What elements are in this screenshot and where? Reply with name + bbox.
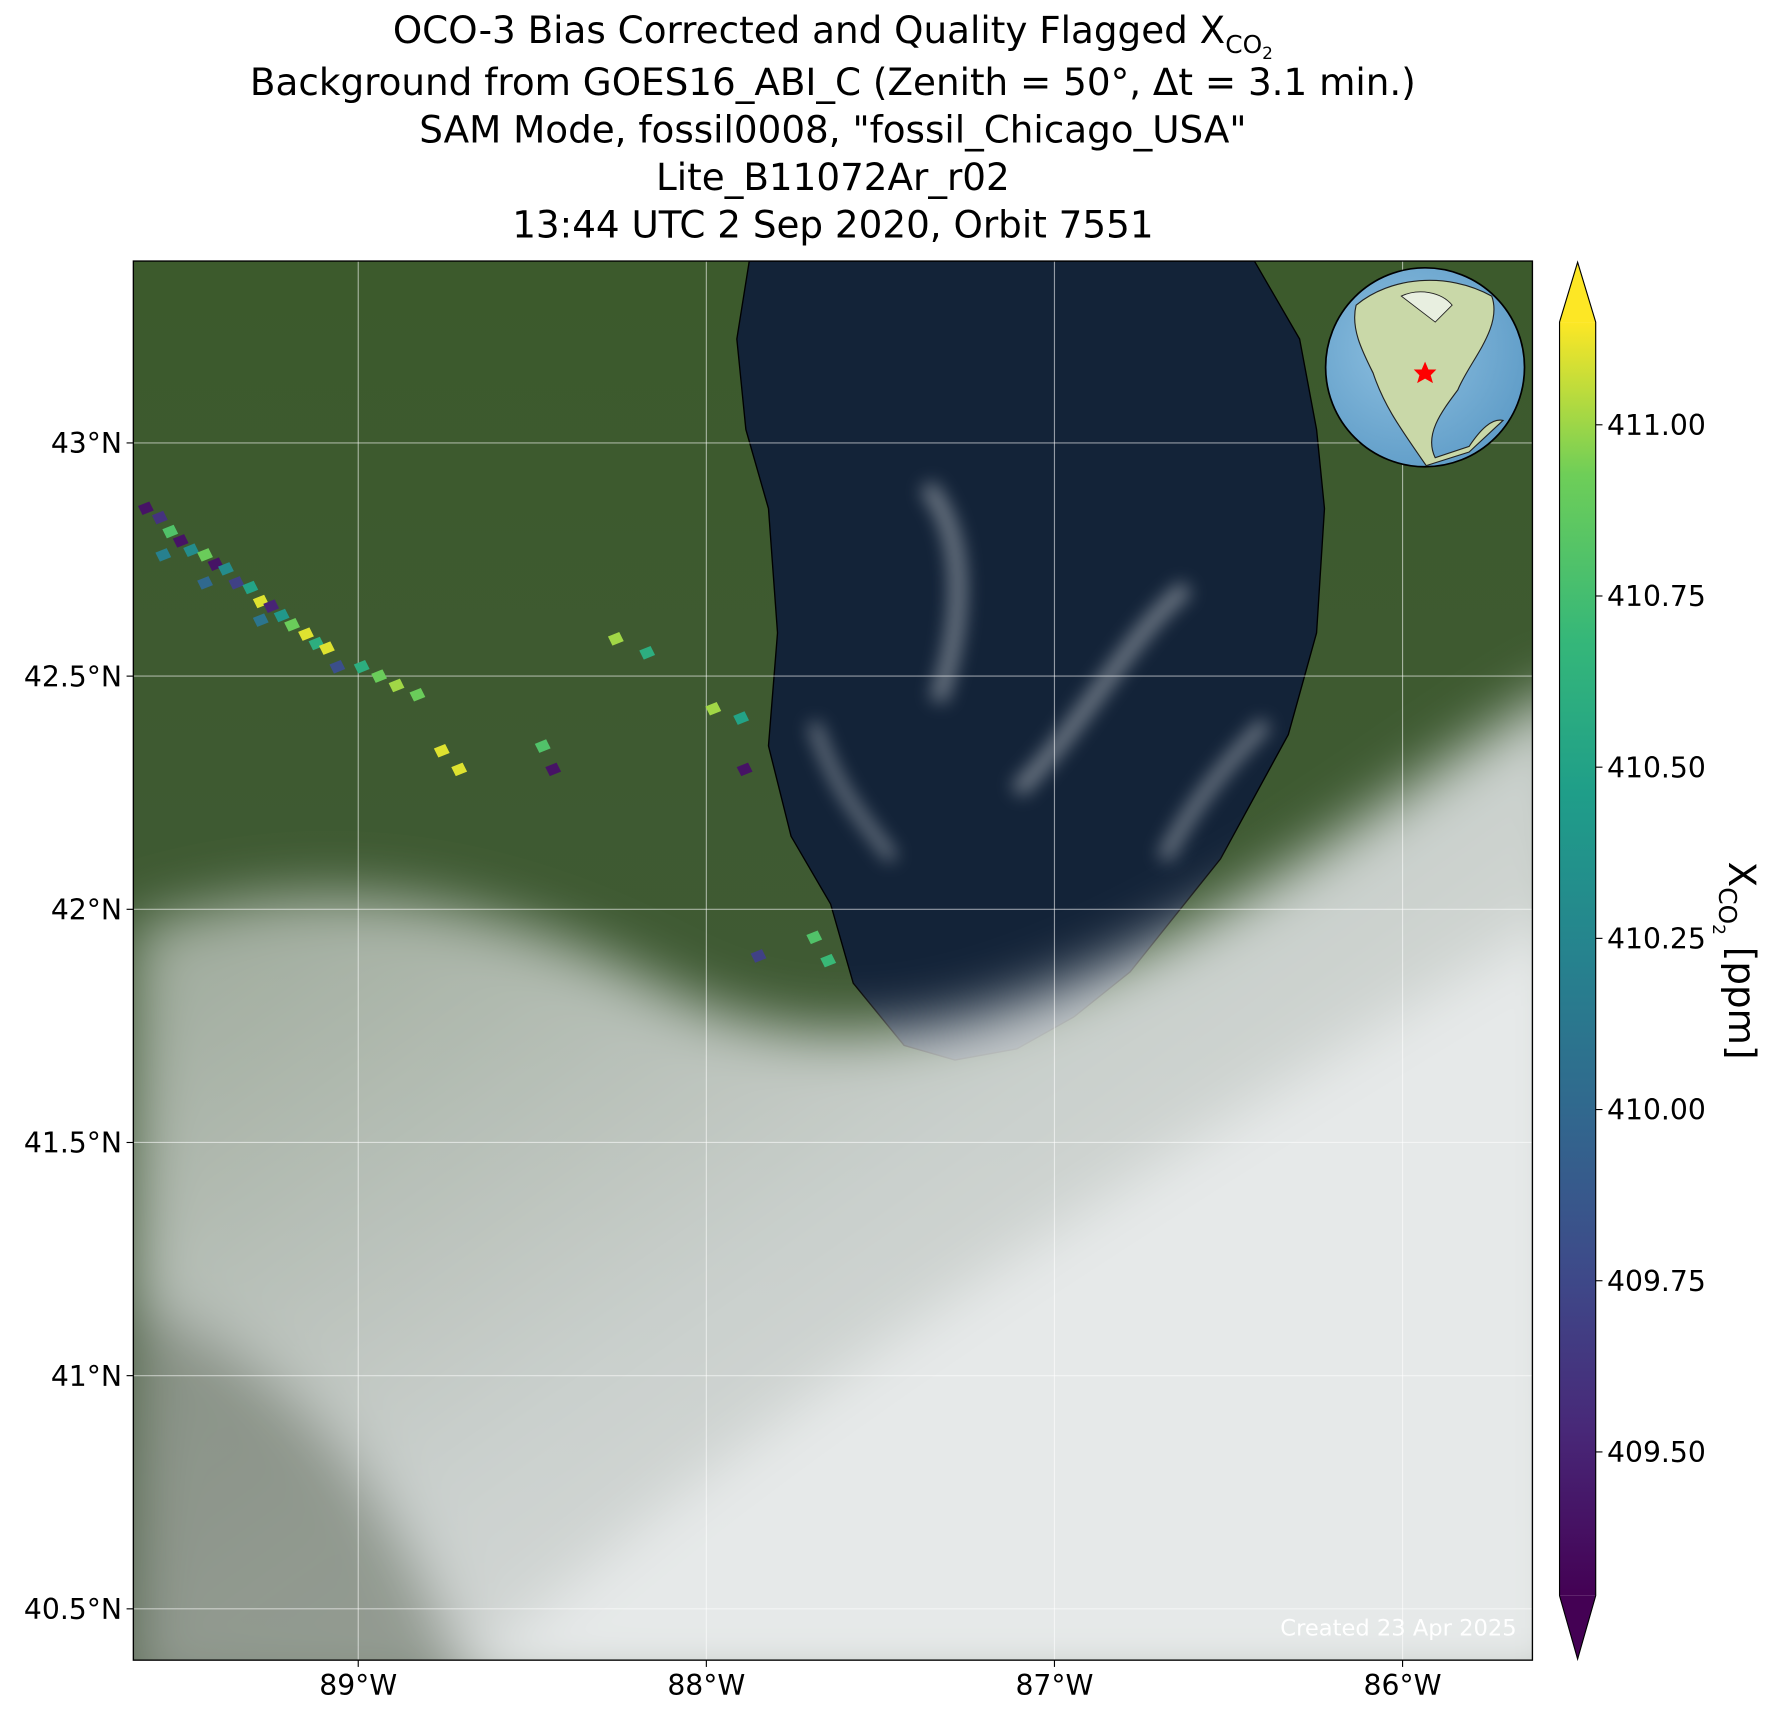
- colorbar-label: XCO2 [ppm]: [1709, 862, 1764, 1060]
- sounding: [155, 548, 172, 562]
- subtitle: Background from GOES16_ABI_C (Zenith = 5…: [250, 60, 1416, 104]
- y-tick-label: 41°N: [51, 1360, 122, 1393]
- subtitle: SAM Mode, fossil0008, "fossil_Chicago_US…: [419, 107, 1246, 151]
- colorbar-tick-label: 410.00: [1607, 1094, 1706, 1127]
- sounding: [252, 613, 269, 627]
- sounding: [298, 627, 314, 641]
- sounding: [388, 678, 405, 693]
- sounding: [172, 534, 189, 548]
- sounding: [433, 743, 450, 758]
- cbar-label-sub: CO: [1713, 887, 1742, 924]
- sounding: [639, 646, 656, 660]
- sounding: [329, 660, 346, 674]
- sounding: [545, 762, 562, 777]
- sounding: [162, 524, 179, 539]
- sounding: [750, 949, 767, 963]
- sounding: [228, 576, 245, 590]
- sounding: [705, 701, 722, 716]
- sounding: [197, 548, 213, 562]
- colorbar-tick-label: 410.25: [1607, 923, 1706, 956]
- lake-clouds: [808, 481, 1271, 863]
- map-frame: [132, 260, 1534, 1661]
- sounding: [151, 510, 168, 525]
- map-background: [133, 261, 1533, 1661]
- title-subsub: 2: [1262, 43, 1273, 63]
- sounding: [736, 762, 753, 777]
- soundings: [137, 501, 837, 968]
- colorbar-tick-label: 410.50: [1607, 751, 1706, 784]
- cbar-label-main: X: [1720, 862, 1764, 888]
- y-tick-label: 42°N: [51, 893, 122, 926]
- x-tick-label: 88°W: [667, 1669, 745, 1702]
- sounding: [353, 660, 370, 674]
- colorbar: 409.50 409.75 410.00 410.25 410.50 410.75 411.…: [1558, 260, 1706, 1662]
- y-tick-label: 41.5°N: [24, 1127, 122, 1160]
- x-tick-label: 89°W: [319, 1669, 397, 1702]
- sounding: [371, 669, 388, 683]
- sounding: [318, 641, 335, 655]
- sounding: [409, 687, 426, 702]
- credit: Created 23 Apr 2025: [1280, 1615, 1516, 1641]
- colorbar-tick-label: 410.75: [1607, 580, 1706, 613]
- sounding: [263, 599, 280, 613]
- colorbar-extend-top: [1559, 262, 1596, 323]
- y-tick-label: 40.5°N: [24, 1593, 122, 1626]
- y-tick-label: 42.5°N: [24, 660, 122, 693]
- sounding: [607, 632, 624, 646]
- sounding: [183, 543, 200, 557]
- colorbar-gradient: [1559, 322, 1596, 1596]
- sounding: [197, 576, 213, 590]
- sounding: [820, 953, 837, 968]
- colorbar-tick-label: 409.50: [1607, 1436, 1706, 1469]
- sounding: [273, 608, 290, 623]
- title: OCO-3 Bias Corrected and Quality Flagged…: [393, 8, 1273, 63]
- title-sub: CO: [1225, 30, 1262, 59]
- colorbar-extend-bottom: [1559, 1595, 1596, 1660]
- sounding: [806, 930, 823, 945]
- grid: [133, 261, 1533, 1661]
- y-tick-label: 43°N: [51, 427, 122, 460]
- sounding: [218, 562, 234, 576]
- colorbar-frame: [1558, 260, 1597, 1662]
- sounding: [451, 762, 468, 777]
- clouds: [133, 705, 1533, 1661]
- sounding: [284, 618, 301, 632]
- x-tick-label: 86°W: [1364, 1669, 1442, 1702]
- title-main: OCO-3 Bias Corrected and Quality Flagged…: [393, 8, 1225, 52]
- inset-globe: [1324, 266, 1526, 468]
- sounding: [137, 501, 154, 516]
- x-tick-label: 87°W: [1015, 1669, 1093, 1702]
- site-star: [1413, 361, 1437, 384]
- colorbar-tick-label: 409.75: [1607, 1265, 1706, 1298]
- cbar-label-unit: [ppm]: [1720, 935, 1764, 1060]
- cbar-label-subsub: 2: [1709, 924, 1729, 935]
- subtitle: 13:44 UTC 2 Sep 2020, Orbit 7551: [512, 202, 1153, 246]
- colorbar-tick-label: 411.00: [1607, 409, 1706, 442]
- sounding: [733, 711, 750, 725]
- subtitle: Lite_B11072Ar_r02: [656, 155, 1010, 199]
- sounding: [242, 580, 259, 595]
- sounding: [534, 739, 551, 753]
